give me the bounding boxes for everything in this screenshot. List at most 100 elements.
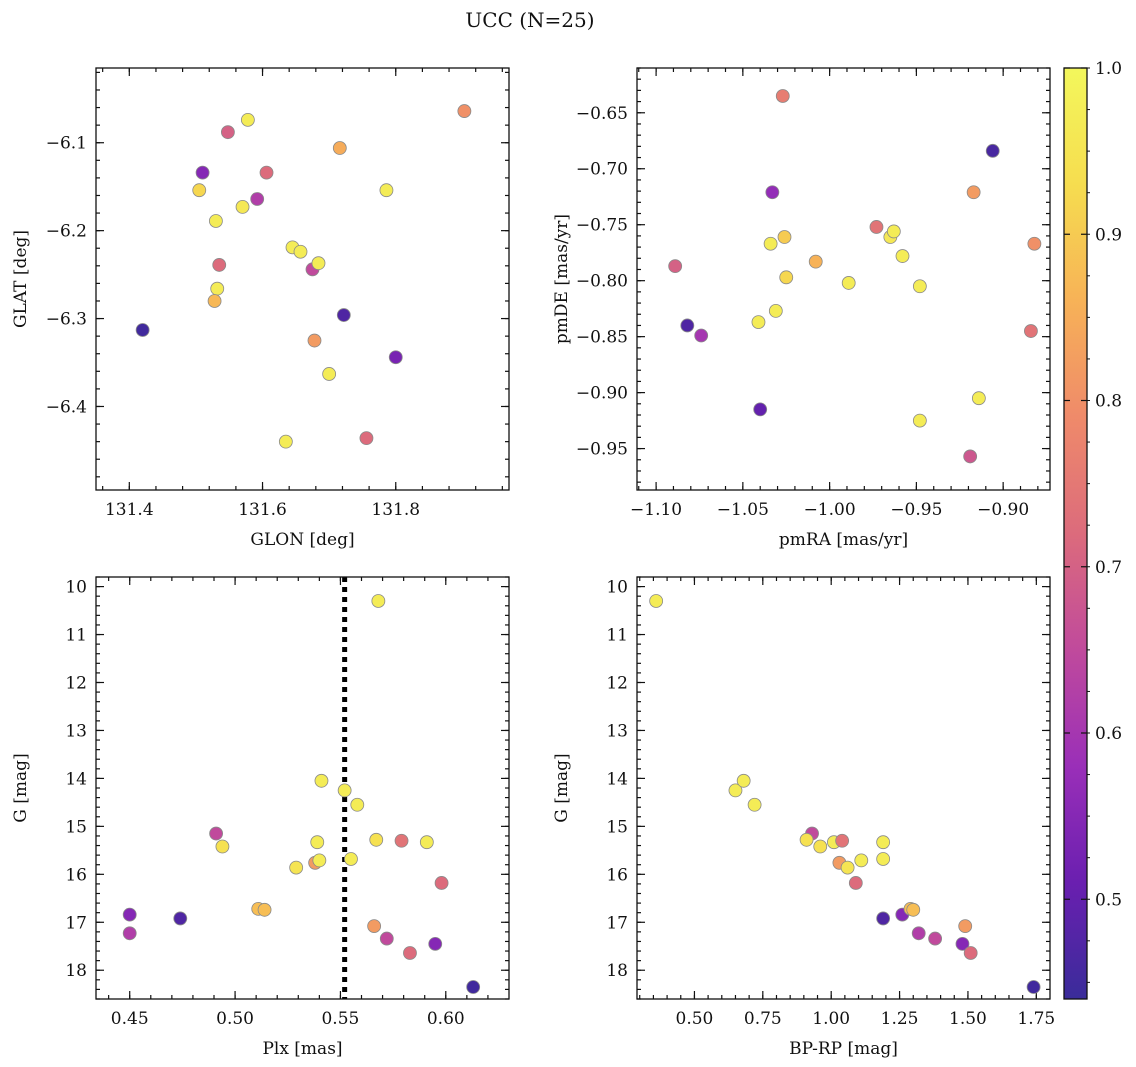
- data-point: [240, 112, 255, 127]
- data-point: [958, 919, 973, 934]
- data-point: [314, 773, 329, 788]
- x-tick-label: 0.45: [111, 1009, 149, 1029]
- data-point: [876, 835, 891, 850]
- x-tick-label: −0.95: [890, 500, 942, 520]
- data-point: [220, 125, 235, 140]
- colorbar-tick-label: 0.9: [1095, 225, 1122, 245]
- data-point: [799, 832, 814, 847]
- data-point: [736, 773, 751, 788]
- data-point: [192, 183, 207, 198]
- data-point: [765, 185, 780, 200]
- data-point: [195, 165, 210, 180]
- y-tick-label: −0.90: [576, 384, 628, 404]
- panel-2-ticks: [637, 67, 1050, 490]
- data-point: [209, 214, 223, 228]
- x-tick-label: −0.90: [977, 500, 1029, 520]
- data-point: [209, 826, 224, 841]
- y-tick-label: 17: [65, 913, 87, 933]
- y-tick-label: 18: [606, 961, 628, 981]
- panel-3-ticks: [96, 576, 509, 1000]
- y-tick-label: 15: [65, 817, 87, 837]
- data-point: [457, 104, 472, 118]
- data-point: [379, 931, 394, 946]
- data-point: [1024, 324, 1038, 338]
- x-tick-label: 1.50: [949, 1009, 987, 1029]
- y-axis-label: GLAT [deg]: [11, 230, 31, 328]
- data-point: [359, 431, 374, 446]
- data-point: [768, 304, 783, 318]
- data-point: [1027, 236, 1042, 251]
- data-point: [835, 833, 850, 848]
- panels: 131.4 131.6 131.8 −6.1 −6.2 −6.3 −6.4 GLON [deg…: [11, 67, 1055, 1059]
- data-point: [428, 936, 443, 951]
- x-tick-label: −1.10: [630, 500, 682, 520]
- x-tick-label: 0.60: [427, 1009, 465, 1029]
- x-axis-label: GLON [deg]: [250, 530, 354, 550]
- y-tick-label: −6.1: [46, 134, 87, 154]
- y-tick-label: 12: [65, 674, 87, 694]
- data-point: [369, 832, 384, 847]
- data-point: [808, 254, 823, 269]
- data-point: [680, 318, 695, 333]
- data-point: [876, 852, 891, 866]
- data-point: [367, 919, 382, 934]
- data-point: [840, 860, 855, 875]
- data-point: [336, 308, 351, 322]
- data-point: [135, 323, 150, 337]
- y-axis-label: G [mag]: [11, 753, 31, 822]
- data-point: [207, 294, 222, 308]
- data-point: [337, 783, 352, 798]
- data-point: [310, 835, 325, 850]
- colorbar-tick-label: 0.6: [1095, 724, 1122, 744]
- y-tick-label: −0.80: [576, 272, 628, 292]
- y-axis-label: pmDE [mas/yr]: [552, 214, 572, 344]
- data-point: [122, 907, 137, 922]
- panel-4: 0.50 0.75 1.00 1.25 1.50 1.75 10 11 12 13 14 15 16 17…: [552, 576, 1055, 1059]
- data-point: [753, 402, 768, 417]
- data-point: [751, 315, 766, 329]
- x-tick-label: 0.55: [321, 1009, 359, 1029]
- panel-frame: [636, 67, 1051, 491]
- panel-3: 0.45 0.50 0.55 0.60 10 11 12 13 14 15 16 17 18 Plx [m…: [11, 576, 510, 1059]
- y-tick-label: −0.70: [576, 160, 628, 180]
- panel-2: −1.10 −1.05 −1.00 −0.95 −0.90 −0.65 −0.70 −0.75…: [552, 67, 1051, 550]
- y-tick-label: 10: [65, 578, 87, 598]
- data-point: [906, 902, 921, 917]
- y-tick-label: 16: [65, 865, 87, 885]
- data-point: [763, 236, 778, 251]
- data-point: [322, 367, 337, 381]
- y-tick-label: −0.65: [576, 104, 628, 124]
- panel-frame: [95, 67, 510, 491]
- y-tick-label: 10: [606, 578, 628, 598]
- y-tick-label: 18: [65, 961, 87, 981]
- colorbar-tick-label: 0.5: [1095, 890, 1122, 910]
- data-point: [259, 165, 274, 180]
- data-point: [278, 434, 293, 449]
- y-tick-label: 17: [606, 913, 628, 933]
- data-point: [210, 281, 225, 296]
- data-point: [841, 276, 856, 290]
- x-tick-label: 1.00: [812, 1009, 850, 1029]
- data-point: [694, 328, 709, 343]
- x-tick-label: 131.8: [371, 500, 420, 520]
- panel-4-points: [649, 594, 1041, 994]
- data-point: [307, 333, 322, 348]
- colorbar-tick-label: 1.0: [1095, 59, 1122, 79]
- y-tick-label: 13: [606, 721, 628, 741]
- x-tick-label: 1.75: [1017, 1009, 1055, 1029]
- data-point: [813, 839, 828, 854]
- data-point: [257, 902, 272, 917]
- x-axis-label: BP-RP [mag]: [789, 1039, 898, 1059]
- data-point: [876, 911, 891, 926]
- y-tick-label: 15: [606, 817, 628, 837]
- data-point: [388, 350, 403, 365]
- data-point: [212, 258, 227, 272]
- data-point: [371, 594, 386, 608]
- data-point: [293, 244, 308, 259]
- y-tick-label: −6.3: [46, 310, 87, 330]
- data-point: [775, 89, 790, 103]
- panel-frame: [636, 576, 1051, 1000]
- x-tick-label: 1.25: [881, 1009, 919, 1029]
- data-point: [779, 270, 794, 285]
- y-tick-label: −0.95: [576, 440, 628, 460]
